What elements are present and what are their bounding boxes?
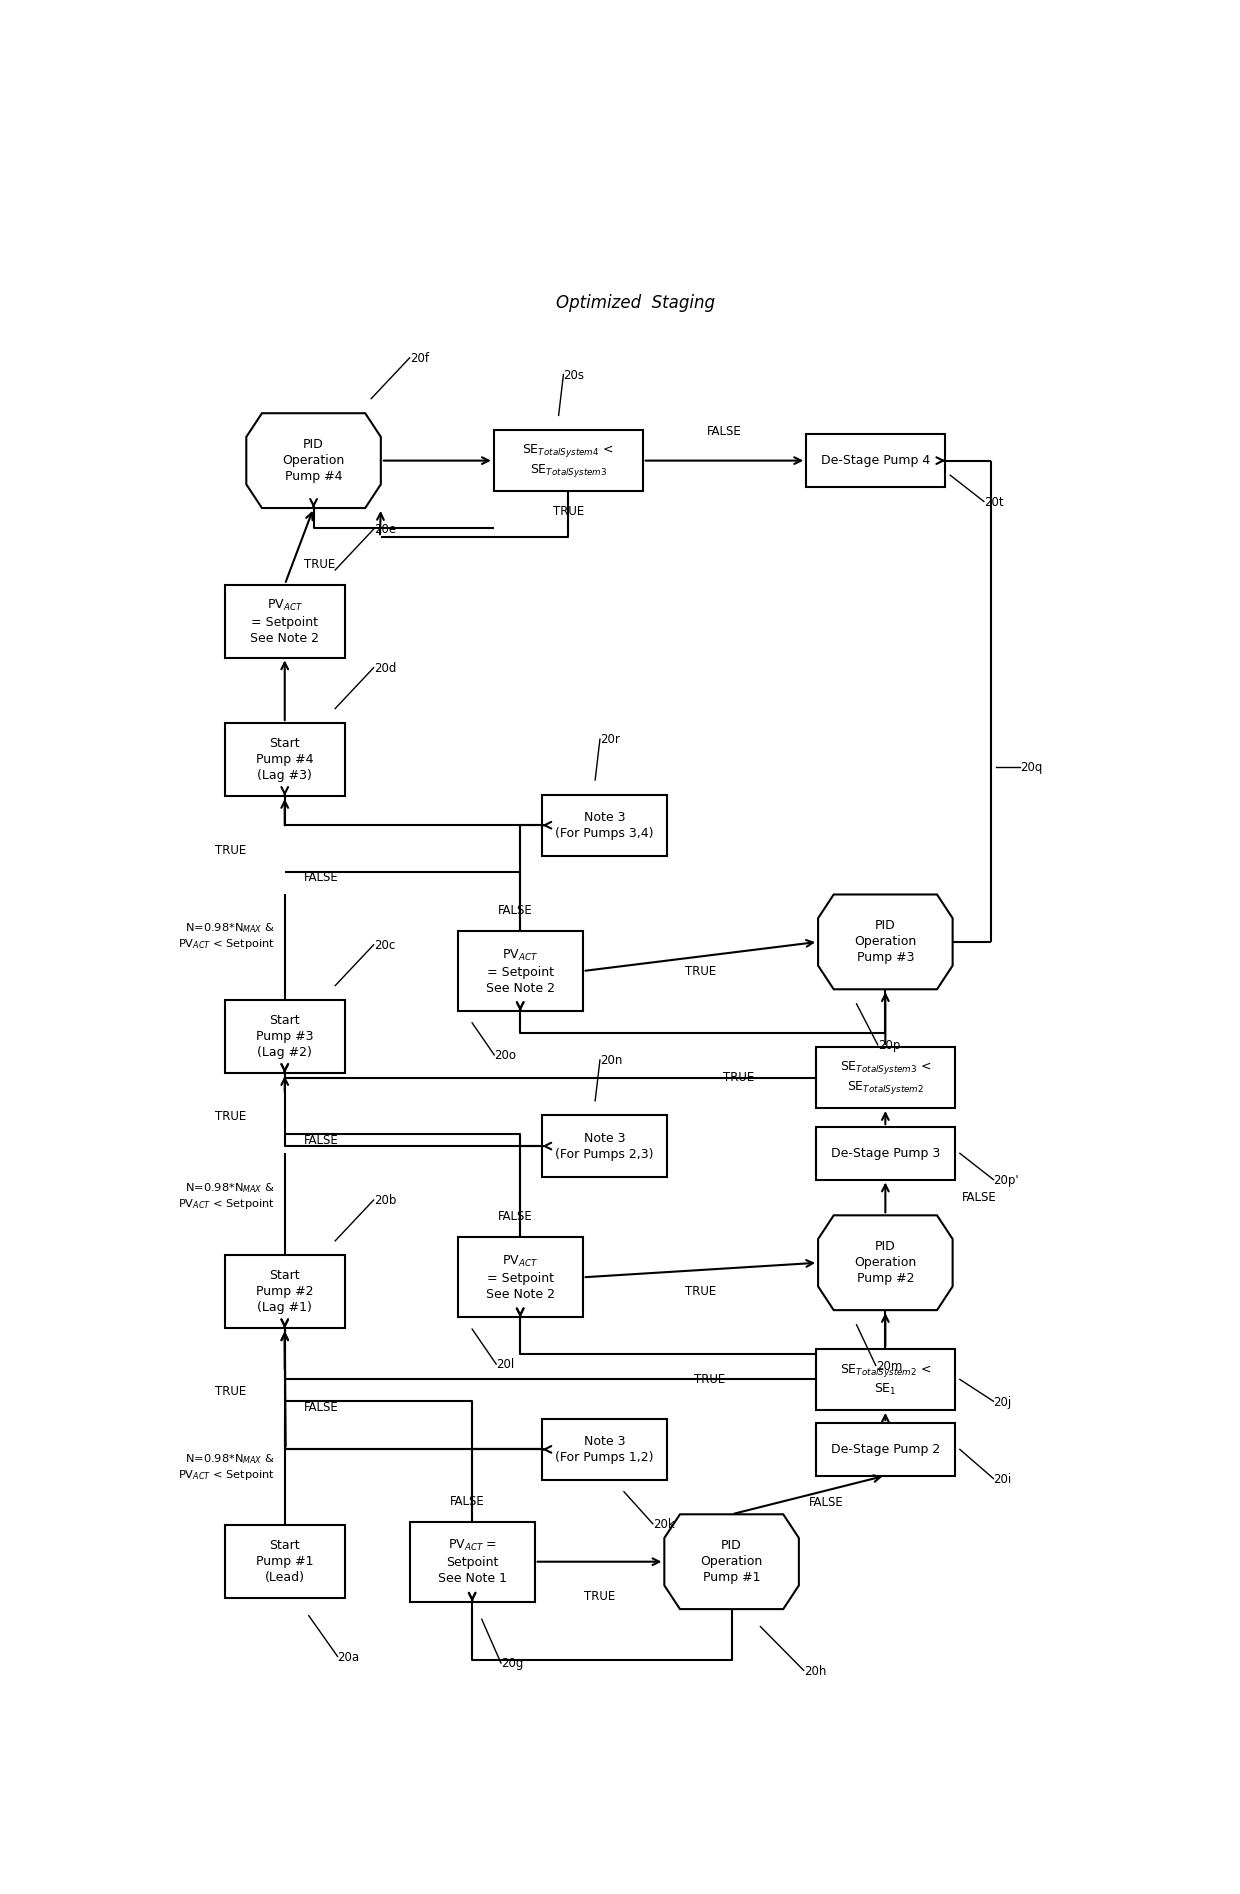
Text: TRUE: TRUE: [304, 557, 335, 570]
Text: De-Stage Pump 4: De-Stage Pump 4: [821, 455, 930, 468]
Text: PV$_{ACT}$ =
Setpoint
See Note 1: PV$_{ACT}$ = Setpoint See Note 1: [438, 1538, 507, 1585]
Text: PID
Operation
Pump #1: PID Operation Pump #1: [701, 1540, 763, 1583]
Text: TRUE: TRUE: [215, 843, 247, 856]
FancyBboxPatch shape: [494, 430, 642, 491]
Text: FALSE: FALSE: [808, 1496, 843, 1510]
Text: PID
Operation
Pump #4: PID Operation Pump #4: [283, 438, 345, 483]
Text: Start
Pump #2
(Lag #1): Start Pump #2 (Lag #1): [255, 1269, 314, 1314]
Text: Start
Pump #3
(Lag #2): Start Pump #3 (Lag #2): [255, 1013, 314, 1059]
Text: 20n: 20n: [600, 1055, 622, 1068]
Text: 20k: 20k: [652, 1519, 675, 1530]
Text: FALSE: FALSE: [707, 424, 742, 438]
Text: De-Stage Pump 2: De-Stage Pump 2: [831, 1443, 940, 1456]
Text: TRUE: TRUE: [723, 1070, 754, 1083]
FancyBboxPatch shape: [224, 1000, 345, 1074]
FancyBboxPatch shape: [542, 1419, 667, 1479]
Text: TRUE: TRUE: [584, 1591, 615, 1602]
Text: 20p: 20p: [878, 1040, 900, 1051]
Text: FALSE: FALSE: [498, 903, 533, 917]
Text: 20h: 20h: [804, 1665, 826, 1678]
Text: Note 3
(For Pumps 3,4): Note 3 (For Pumps 3,4): [556, 811, 653, 839]
Text: FALSE: FALSE: [304, 1400, 339, 1413]
Text: 20d: 20d: [373, 663, 396, 674]
FancyBboxPatch shape: [816, 1047, 955, 1108]
Text: Optimized  Staging: Optimized Staging: [556, 294, 715, 313]
Text: PV$_{ACT}$
= Setpoint
See Note 2: PV$_{ACT}$ = Setpoint See Note 2: [250, 597, 319, 644]
Text: 20e: 20e: [373, 523, 396, 536]
Text: 20s: 20s: [563, 369, 584, 383]
Polygon shape: [818, 894, 952, 989]
Text: 20p': 20p': [993, 1174, 1019, 1188]
Text: De-Stage Pump 3: De-Stage Pump 3: [831, 1148, 940, 1159]
FancyBboxPatch shape: [806, 434, 945, 487]
Text: 20c: 20c: [373, 939, 394, 953]
Text: 20b: 20b: [373, 1195, 396, 1206]
Text: 20t: 20t: [983, 496, 1003, 509]
FancyBboxPatch shape: [458, 1237, 583, 1318]
Text: Start
Pump #1
(Lead): Start Pump #1 (Lead): [255, 1540, 314, 1583]
Text: 20q: 20q: [1021, 761, 1043, 775]
Text: 20i: 20i: [993, 1474, 1012, 1487]
Text: 20f: 20f: [409, 352, 429, 366]
Polygon shape: [247, 413, 381, 508]
Text: N=0.98*N$_{MAX}$ &
PV$_{ACT}$ < Setpoint: N=0.98*N$_{MAX}$ & PV$_{ACT}$ < Setpoint: [179, 1453, 275, 1481]
Polygon shape: [665, 1515, 799, 1610]
Text: TRUE: TRUE: [684, 964, 715, 977]
FancyBboxPatch shape: [458, 932, 583, 1011]
Text: SE$_{Total System2}$ <
SE$_{1}$: SE$_{Total System2}$ < SE$_{1}$: [839, 1362, 931, 1398]
Text: PID
Operation
Pump #3: PID Operation Pump #3: [854, 919, 916, 964]
FancyBboxPatch shape: [224, 724, 345, 795]
Text: FALSE: FALSE: [304, 1135, 339, 1146]
FancyBboxPatch shape: [542, 1116, 667, 1176]
Text: PV$_{ACT}$
= Setpoint
See Note 2: PV$_{ACT}$ = Setpoint See Note 2: [486, 1254, 554, 1301]
FancyBboxPatch shape: [409, 1521, 534, 1602]
Text: PID
Operation
Pump #2: PID Operation Pump #2: [854, 1241, 916, 1286]
Text: 20o: 20o: [495, 1049, 516, 1063]
FancyBboxPatch shape: [224, 1525, 345, 1599]
FancyBboxPatch shape: [542, 795, 667, 856]
Polygon shape: [818, 1216, 952, 1311]
Text: SE$_{Total System3}$ <
SE$_{Total System2}$: SE$_{Total System3}$ < SE$_{Total System…: [839, 1059, 931, 1097]
Text: PV$_{ACT}$
= Setpoint
See Note 2: PV$_{ACT}$ = Setpoint See Note 2: [486, 947, 554, 994]
Text: FALSE: FALSE: [498, 1210, 533, 1224]
Text: 20a: 20a: [337, 1652, 360, 1663]
FancyBboxPatch shape: [816, 1422, 955, 1475]
Text: 20g: 20g: [501, 1657, 523, 1671]
Text: 20r: 20r: [600, 733, 620, 746]
Text: N=0.98*N$_{MAX}$ &
PV$_{ACT}$ < Setpoint: N=0.98*N$_{MAX}$ & PV$_{ACT}$ < Setpoint: [179, 1180, 275, 1210]
FancyBboxPatch shape: [224, 1256, 345, 1328]
Text: 20j: 20j: [993, 1396, 1012, 1409]
Text: FALSE: FALSE: [450, 1494, 485, 1508]
Text: 20l: 20l: [496, 1358, 515, 1371]
Text: FALSE: FALSE: [962, 1191, 997, 1205]
Text: Start
Pump #4
(Lag #3): Start Pump #4 (Lag #3): [255, 737, 314, 782]
Text: TRUE: TRUE: [215, 1385, 247, 1398]
FancyBboxPatch shape: [224, 585, 345, 657]
Text: TRUE: TRUE: [684, 1286, 715, 1299]
Text: 20m: 20m: [875, 1360, 903, 1373]
Text: TRUE: TRUE: [694, 1373, 725, 1386]
Text: Note 3
(For Pumps 1,2): Note 3 (For Pumps 1,2): [556, 1436, 653, 1464]
Text: N=0.98*N$_{MAX}$ &
PV$_{ACT}$ < Setpoint: N=0.98*N$_{MAX}$ & PV$_{ACT}$ < Setpoint: [179, 920, 275, 951]
Text: FALSE: FALSE: [304, 871, 339, 884]
Text: TRUE: TRUE: [553, 506, 584, 519]
Text: SE$_{Total System4}$ <
SE$_{Total System3}$: SE$_{Total System4}$ < SE$_{Total System…: [522, 441, 614, 479]
Text: TRUE: TRUE: [215, 1110, 247, 1123]
FancyBboxPatch shape: [816, 1127, 955, 1180]
Text: Note 3
(For Pumps 2,3): Note 3 (For Pumps 2,3): [556, 1131, 653, 1161]
FancyBboxPatch shape: [816, 1349, 955, 1409]
